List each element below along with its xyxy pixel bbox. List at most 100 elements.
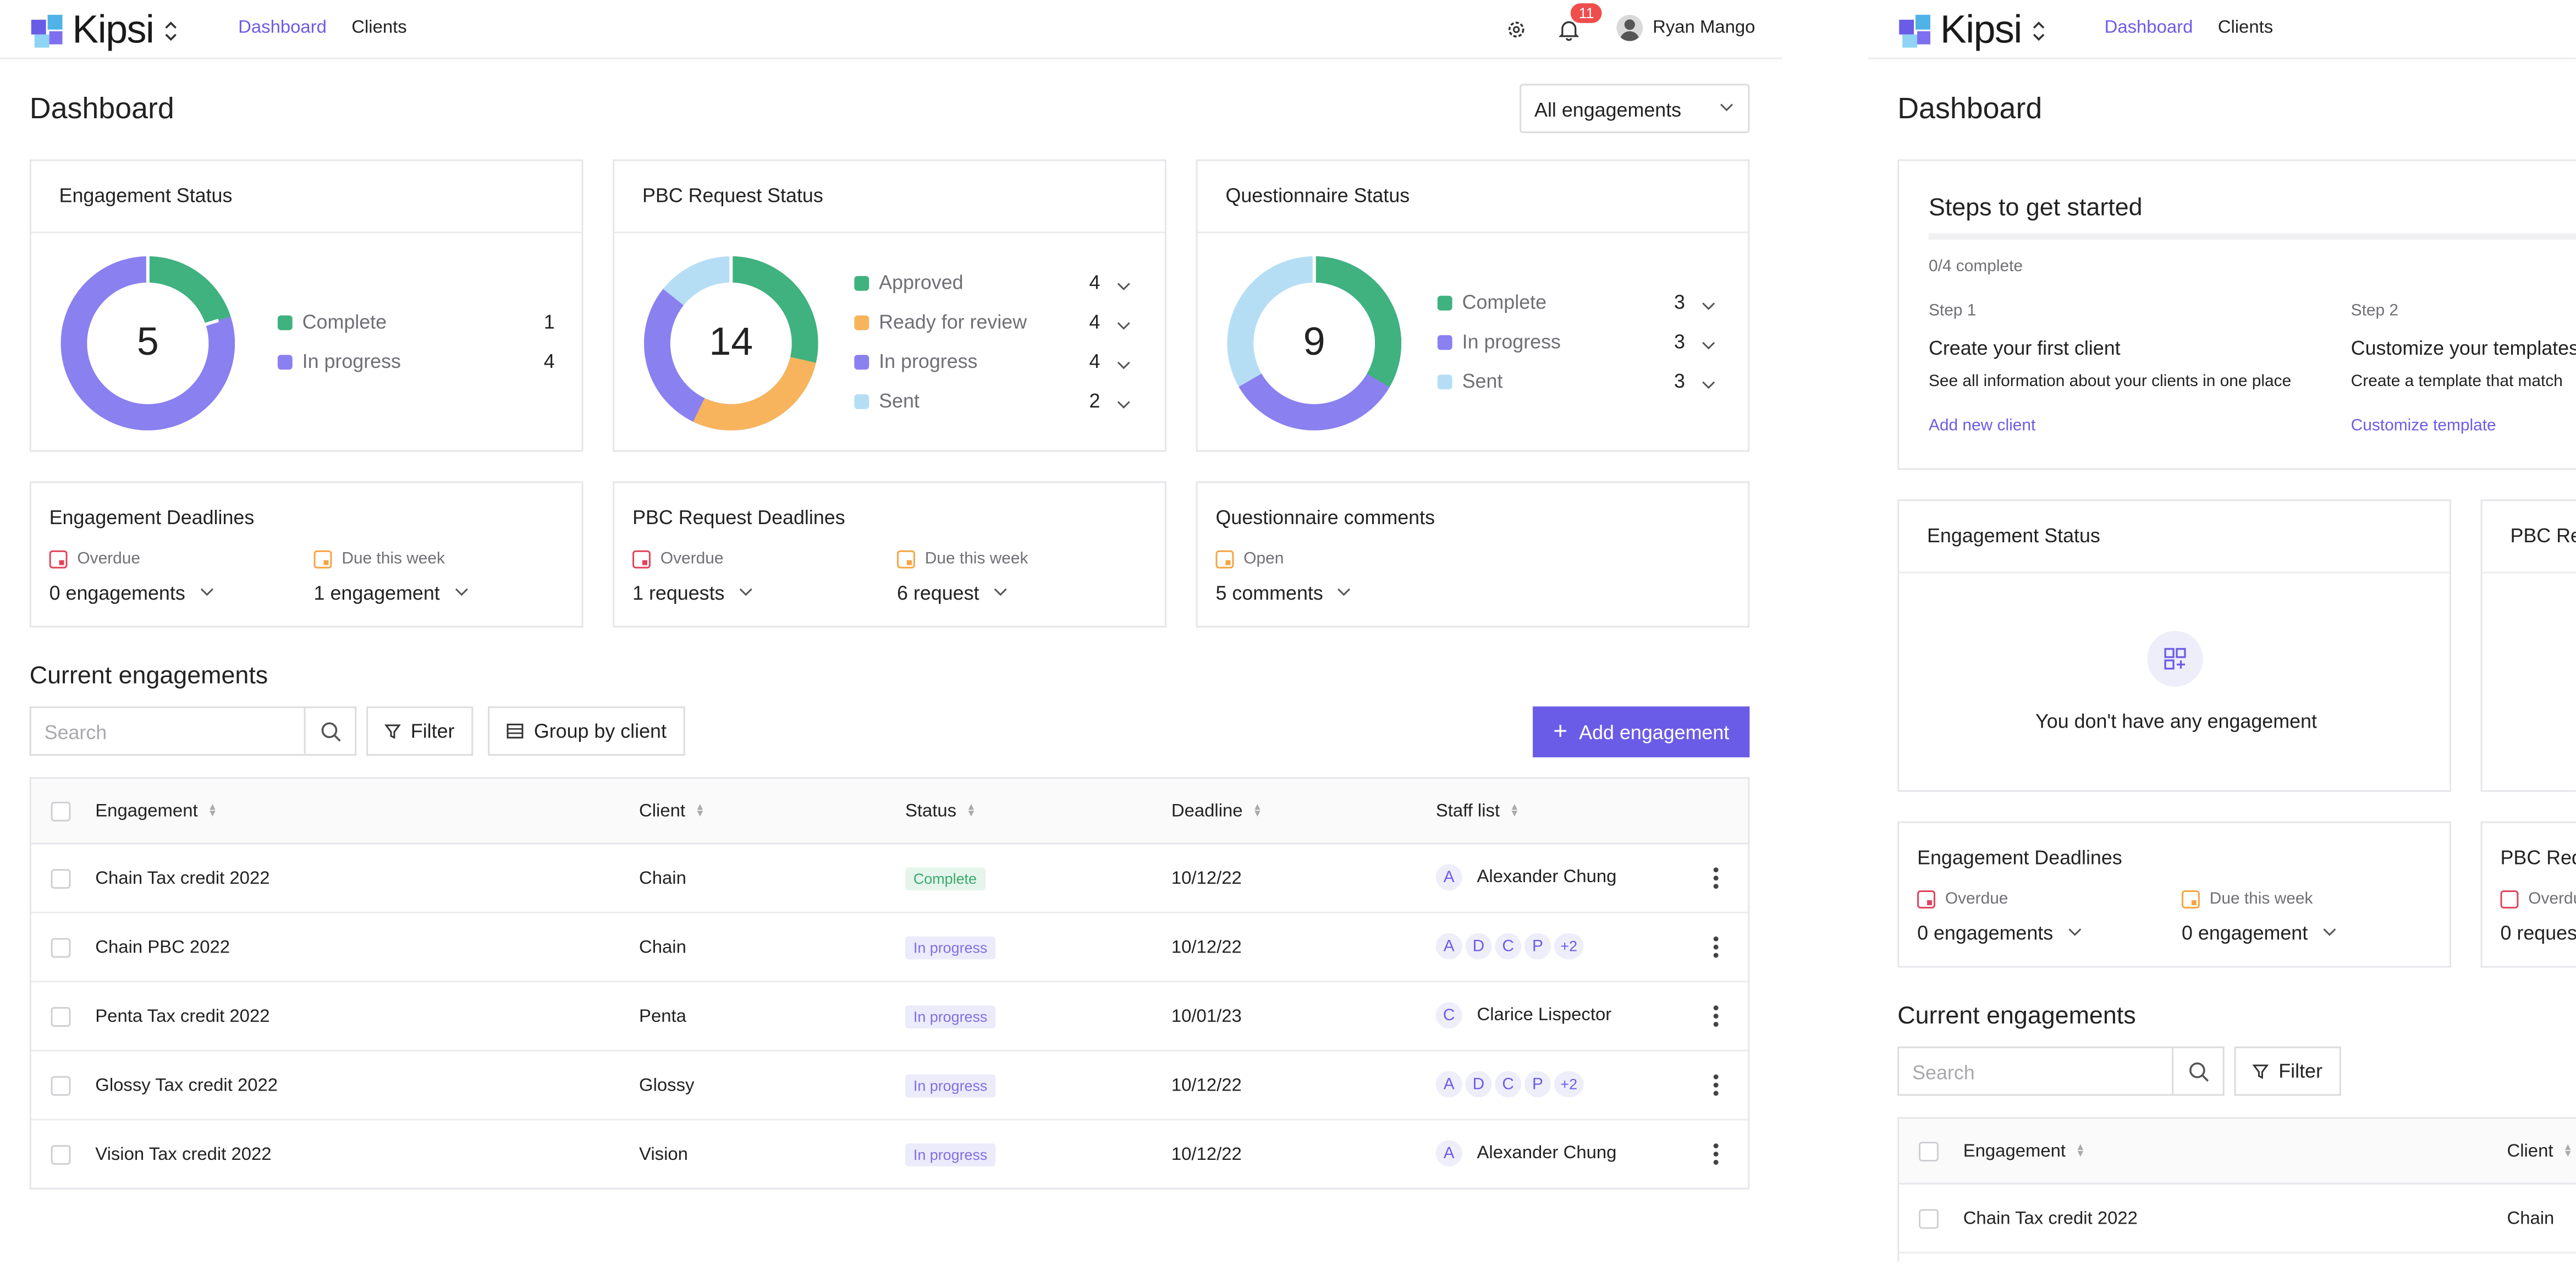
- workspace-switch-icon[interactable]: [163, 21, 177, 41]
- row-checkbox[interactable]: [51, 938, 71, 958]
- table-row[interactable]: Penta Tax credit 2022 Penta In progress …: [31, 982, 1748, 1052]
- engagement-name[interactable]: Penta Tax credit 2022: [95, 1007, 270, 1027]
- settings-icon[interactable]: [1503, 16, 1529, 43]
- engagement-filter-select[interactable]: All engagements: [1520, 84, 1750, 133]
- chevron-down-icon[interactable]: [1700, 332, 1717, 361]
- more-staff-badge[interactable]: +2: [1552, 931, 1586, 961]
- search-button[interactable]: [305, 706, 357, 756]
- more-options-icon[interactable]: [1712, 936, 1719, 958]
- workspace-switch-icon[interactable]: [2032, 21, 2045, 41]
- client-name: Penta: [639, 1007, 686, 1027]
- group-label: Group by client: [533, 719, 667, 743]
- column-deadline[interactable]: Deadline ▲ ▼: [1171, 802, 1262, 822]
- overdue-dropdown[interactable]: 0 engagements: [49, 581, 215, 604]
- overdue-dropdown[interactable]: 1 requests: [632, 581, 754, 604]
- more-staff-badge[interactable]: +2: [1552, 1069, 1586, 1099]
- group-by-client-button[interactable]: Group by client: [488, 706, 685, 756]
- engagements-table: Engagement ▲ ▼ Client ▲ ▼ Chain Tax credit 2…: [1897, 1117, 2576, 1262]
- step-label: Step 1: [1928, 302, 1977, 321]
- table-row[interactable]: Chain PBC 2022 Chain In progress 10/12/2…: [31, 913, 1748, 983]
- more-options-icon[interactable]: [1712, 1143, 1719, 1165]
- chevron-down-icon[interactable]: [1700, 293, 1717, 322]
- legend-approved: Approved: [854, 268, 964, 298]
- staff-list: A Alexander Chung: [1434, 862, 1616, 893]
- engagement-name[interactable]: Chain Tax credit 2022: [95, 869, 270, 889]
- questionnaire-status-card: Questionnaire Status 9 Complete 3 In pro…: [1196, 159, 1750, 452]
- row-checkbox[interactable]: [51, 1145, 71, 1165]
- open-comments-dropdown[interactable]: 5 comments: [1216, 581, 1353, 604]
- column-client[interactable]: Client ▲ ▼: [2507, 1142, 2573, 1162]
- app-logo[interactable]: Kipsi: [1897, 8, 2044, 54]
- row-checkbox[interactable]: [51, 869, 71, 889]
- due-this-week-dropdown[interactable]: 0 engagement: [2182, 922, 2337, 945]
- chevron-down-icon[interactable]: [1115, 351, 1132, 381]
- deadline: 10/12/22: [1171, 1145, 1242, 1165]
- chevron-down-icon[interactable]: [1115, 273, 1132, 302]
- avatar: A: [1434, 1069, 1464, 1099]
- filter-button[interactable]: Filter: [366, 706, 473, 756]
- bell-icon[interactable]: [1556, 16, 1582, 43]
- engagement-name[interactable]: Glossy Tax credit 2022: [95, 1076, 278, 1096]
- due-this-week-dropdown[interactable]: 6 request: [897, 581, 1009, 604]
- more-options-icon[interactable]: [1712, 867, 1719, 889]
- step-description: Create a template that match: [2351, 373, 2563, 391]
- column-staff-list[interactable]: Staff list ▲ ▼: [1436, 802, 1520, 822]
- select-all-checkbox[interactable]: [1919, 1142, 1939, 1162]
- nav-dashboard[interactable]: Dashboard: [238, 18, 327, 38]
- calendar-icon: [897, 550, 915, 569]
- nav-dashboard[interactable]: Dashboard: [2104, 18, 2193, 38]
- step-label: Step 2: [2351, 302, 2399, 321]
- calendar-icon: [2500, 890, 2519, 909]
- staff-list: A D C P +2: [1434, 931, 1586, 961]
- due-label-text: Due this week: [2209, 890, 2313, 909]
- select-all-checkbox[interactable]: [51, 801, 71, 822]
- legend-value: 3: [1674, 330, 1685, 354]
- overdue-dropdown[interactable]: 0 engagements: [1917, 922, 2083, 945]
- chevron-down-icon[interactable]: [1115, 312, 1132, 342]
- row-checkbox[interactable]: [1919, 1209, 1939, 1229]
- app-logo[interactable]: Kipsi: [30, 8, 177, 54]
- pbc-status-donut: 14: [643, 256, 818, 431]
- due-label-text: Due this week: [342, 550, 445, 569]
- status-badge: In progress: [905, 936, 996, 960]
- search-button[interactable]: [2173, 1046, 2225, 1096]
- search-input[interactable]: Search: [1897, 1046, 2174, 1096]
- more-options-icon[interactable]: [1712, 1074, 1719, 1096]
- add-new-client-link[interactable]: Add new client: [1928, 417, 2036, 436]
- overdue-label: Overdu: [2500, 890, 2576, 909]
- customize-template-link[interactable]: Customize template: [2351, 417, 2496, 436]
- filter-button[interactable]: Filter: [2234, 1046, 2341, 1096]
- overdue-dropdown[interactable]: 0 reques: [2501, 922, 2576, 945]
- more-options-icon[interactable]: [1712, 1005, 1719, 1027]
- step-description: See all information about your clients i…: [1928, 373, 2292, 391]
- user-menu[interactable]: Ryan Mango: [1616, 14, 1755, 41]
- nav-clients[interactable]: Clients: [351, 18, 407, 38]
- page-title: Dashboard: [29, 92, 174, 125]
- engagement-name[interactable]: Chain PBC 2022: [95, 938, 230, 958]
- table-row[interactable]: Vision Tax credit 2022 Vision In progres…: [31, 1120, 1748, 1189]
- engagement-name[interactable]: Chain Tax credit 2022: [1963, 1209, 2138, 1229]
- overdue-label-text: Overdue: [1945, 890, 2008, 909]
- chevron-down-icon[interactable]: [1700, 371, 1717, 401]
- row-checkbox[interactable]: [51, 1007, 71, 1027]
- column-engagement[interactable]: Engagement ▲ ▼: [95, 802, 217, 822]
- column-engagement[interactable]: Engagement ▲ ▼: [1963, 1142, 2085, 1162]
- table-row[interactable]: Chain Tax credit 2022 Chain: [1899, 1185, 2576, 1254]
- legend-value: 4: [1089, 350, 1100, 373]
- add-engagement-button[interactable]: + Add engagement: [1533, 706, 1750, 758]
- table-row[interactable]: Chain Tax credit 2022 Chain Complete 10/…: [31, 844, 1748, 913]
- chevron-down-icon[interactable]: [1115, 391, 1132, 421]
- search-input[interactable]: Search: [29, 706, 306, 756]
- column-status[interactable]: Status ▲ ▼: [905, 802, 976, 822]
- row-checkbox[interactable]: [51, 1076, 71, 1096]
- staff-list: C Clarice Lispector: [1434, 1000, 1611, 1030]
- due-this-week-dropdown[interactable]: 1 engagement: [314, 581, 470, 604]
- client-name: Chain: [2507, 1209, 2555, 1229]
- questionnaire-status-donut: 9: [1227, 256, 1402, 431]
- deadline: 10/12/22: [1171, 869, 1242, 889]
- engagement-name[interactable]: Vision Tax credit 2022: [95, 1145, 272, 1165]
- nav-clients[interactable]: Clients: [2217, 18, 2274, 38]
- top-navigation-bar: Kipsi Dashboard Clients 11 Ryan Mango: [0, 0, 1783, 59]
- table-row[interactable]: Glossy Tax credit 2022 Glossy In progres…: [31, 1052, 1748, 1121]
- column-client[interactable]: Client ▲ ▼: [639, 802, 705, 822]
